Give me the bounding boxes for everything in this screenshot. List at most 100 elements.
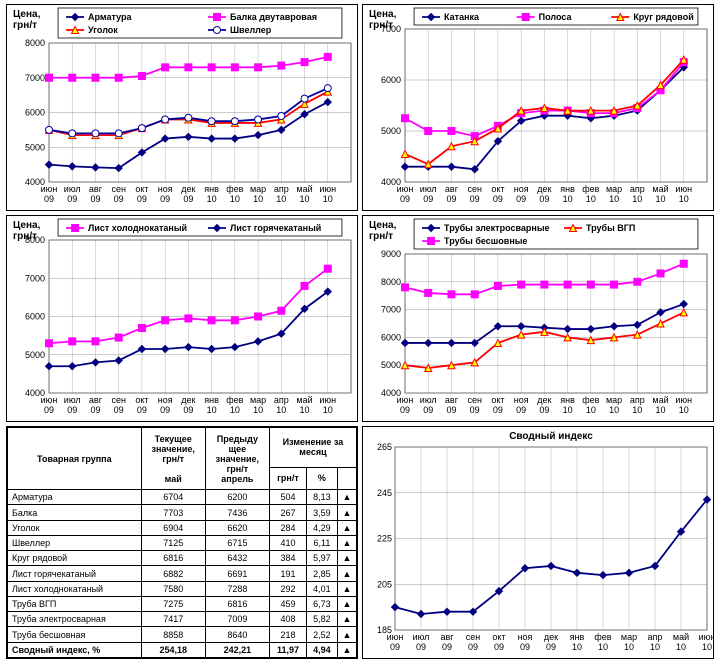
svg-text:09: 09 xyxy=(423,194,433,204)
svg-text:10: 10 xyxy=(632,405,642,415)
cell-arrow: ▲ xyxy=(337,596,356,611)
svg-text:09: 09 xyxy=(470,405,480,415)
svg-text:мар: мар xyxy=(621,632,637,642)
table-row: Труба электросварная741770094085,82▲ xyxy=(8,612,357,627)
svg-text:10: 10 xyxy=(586,405,596,415)
svg-text:апр: апр xyxy=(648,632,663,642)
svg-text:Швеллер: Швеллер xyxy=(230,25,272,35)
cell-delta: 284 xyxy=(269,520,306,535)
svg-text:8000: 8000 xyxy=(381,277,401,287)
svg-text:10: 10 xyxy=(632,194,642,204)
svg-text:09: 09 xyxy=(114,194,124,204)
cell-name: Труба ВГП xyxy=(8,596,142,611)
svg-text:июн: июн xyxy=(387,632,404,642)
svg-text:авг: авг xyxy=(445,395,459,405)
svg-text:янв: янв xyxy=(560,184,575,194)
svg-text:май: май xyxy=(652,184,668,194)
svg-text:6000: 6000 xyxy=(25,108,45,118)
svg-text:10: 10 xyxy=(679,405,689,415)
svg-text:дек: дек xyxy=(537,395,551,405)
svg-text:ноя: ноя xyxy=(158,395,173,405)
svg-text:Полоса: Полоса xyxy=(539,12,573,22)
svg-text:10: 10 xyxy=(702,642,712,652)
svg-text:грн/т: грн/т xyxy=(13,20,37,31)
svg-text:май: май xyxy=(296,184,312,194)
svg-text:окт: окт xyxy=(491,395,504,405)
cell-delta: 408 xyxy=(269,612,306,627)
cell-prev: 6200 xyxy=(205,490,269,505)
cell-name: Труба электросварная xyxy=(8,612,142,627)
svg-text:апр: апр xyxy=(274,184,289,194)
svg-text:май: май xyxy=(673,632,689,642)
svg-text:09: 09 xyxy=(160,405,170,415)
svg-text:10: 10 xyxy=(230,194,240,204)
svg-text:сен: сен xyxy=(111,184,126,194)
svg-text:10: 10 xyxy=(624,642,634,652)
svg-text:грн/т: грн/т xyxy=(13,231,37,242)
svg-text:09: 09 xyxy=(67,405,77,415)
svg-text:09: 09 xyxy=(160,194,170,204)
svg-text:авг: авг xyxy=(89,395,103,405)
price-table: Товарная группаТекущеезначение,грн/тмайП… xyxy=(7,427,357,658)
cell-delta: 218 xyxy=(269,627,306,642)
svg-text:Арматура: Арматура xyxy=(88,12,132,22)
table-row: Труба ВГП727568164596,73▲ xyxy=(8,596,357,611)
svg-text:9000: 9000 xyxy=(381,249,401,259)
svg-text:окт: окт xyxy=(492,632,505,642)
svg-text:дек: дек xyxy=(181,184,195,194)
cell-name: Сводный индекс, % xyxy=(8,642,142,657)
svg-text:Уголок: Уголок xyxy=(88,25,118,35)
svg-text:Катанка: Катанка xyxy=(444,12,480,22)
chart-2: 4000500060007000июн09июл09авг09сен09окт0… xyxy=(362,4,714,211)
svg-text:июл: июл xyxy=(420,395,437,405)
svg-text:09: 09 xyxy=(539,194,549,204)
svg-text:янв: янв xyxy=(204,184,219,194)
svg-text:10: 10 xyxy=(598,642,608,652)
chart-1: 40005000600070008000июн09июл09авг09сен09… xyxy=(6,4,358,211)
svg-text:Сводный индекс: Сводный индекс xyxy=(509,431,593,442)
cell-pct: 5,82 xyxy=(306,612,337,627)
svg-text:5000: 5000 xyxy=(381,126,401,136)
svg-text:фев: фев xyxy=(582,184,599,194)
svg-text:09: 09 xyxy=(516,405,526,415)
cell-delta: 504 xyxy=(269,490,306,505)
svg-text:09: 09 xyxy=(90,405,100,415)
cell-name: Балка xyxy=(8,505,142,520)
svg-text:июл: июл xyxy=(420,184,437,194)
svg-text:09: 09 xyxy=(114,405,124,415)
cell-pct: 4,01 xyxy=(306,581,337,596)
th-change-abs: грн/т xyxy=(269,467,306,489)
svg-text:09: 09 xyxy=(494,642,504,652)
svg-text:10: 10 xyxy=(572,642,582,652)
chart-4: 400050006000700080009000июн09июл09авг09с… xyxy=(362,215,714,422)
svg-text:мар: мар xyxy=(250,184,266,194)
cell-pct: 4,94 xyxy=(306,642,337,657)
svg-text:6000: 6000 xyxy=(381,75,401,85)
svg-text:245: 245 xyxy=(377,488,392,498)
svg-text:Лист холоднокатаный: Лист холоднокатаный xyxy=(88,223,187,233)
cell-pct: 5,97 xyxy=(306,551,337,566)
cell-current: 7125 xyxy=(141,535,205,550)
svg-text:Трубы бесшовные: Трубы бесшовные xyxy=(444,236,527,246)
svg-text:апр: апр xyxy=(630,395,645,405)
svg-text:ноя: ноя xyxy=(514,184,529,194)
cell-pct: 8,13 xyxy=(306,490,337,505)
svg-text:10: 10 xyxy=(300,194,310,204)
table-row: Круг рядовой681664323845,97▲ xyxy=(8,551,357,566)
svg-text:янв: янв xyxy=(560,395,575,405)
svg-text:фев: фев xyxy=(594,632,611,642)
svg-text:09: 09 xyxy=(137,194,147,204)
svg-text:09: 09 xyxy=(137,405,147,415)
cell-delta: 459 xyxy=(269,596,306,611)
svg-text:10: 10 xyxy=(253,194,263,204)
svg-text:Трубы электросварные: Трубы электросварные xyxy=(444,223,549,233)
svg-text:09: 09 xyxy=(520,642,530,652)
cell-pct: 2,52 xyxy=(306,627,337,642)
table-row: Балка770374362673,59▲ xyxy=(8,505,357,520)
svg-text:10: 10 xyxy=(563,405,573,415)
svg-text:09: 09 xyxy=(390,642,400,652)
svg-text:10: 10 xyxy=(609,194,619,204)
svg-text:225: 225 xyxy=(377,534,392,544)
cell-arrow: ▲ xyxy=(337,581,356,596)
th-change-pct: % xyxy=(306,467,337,489)
